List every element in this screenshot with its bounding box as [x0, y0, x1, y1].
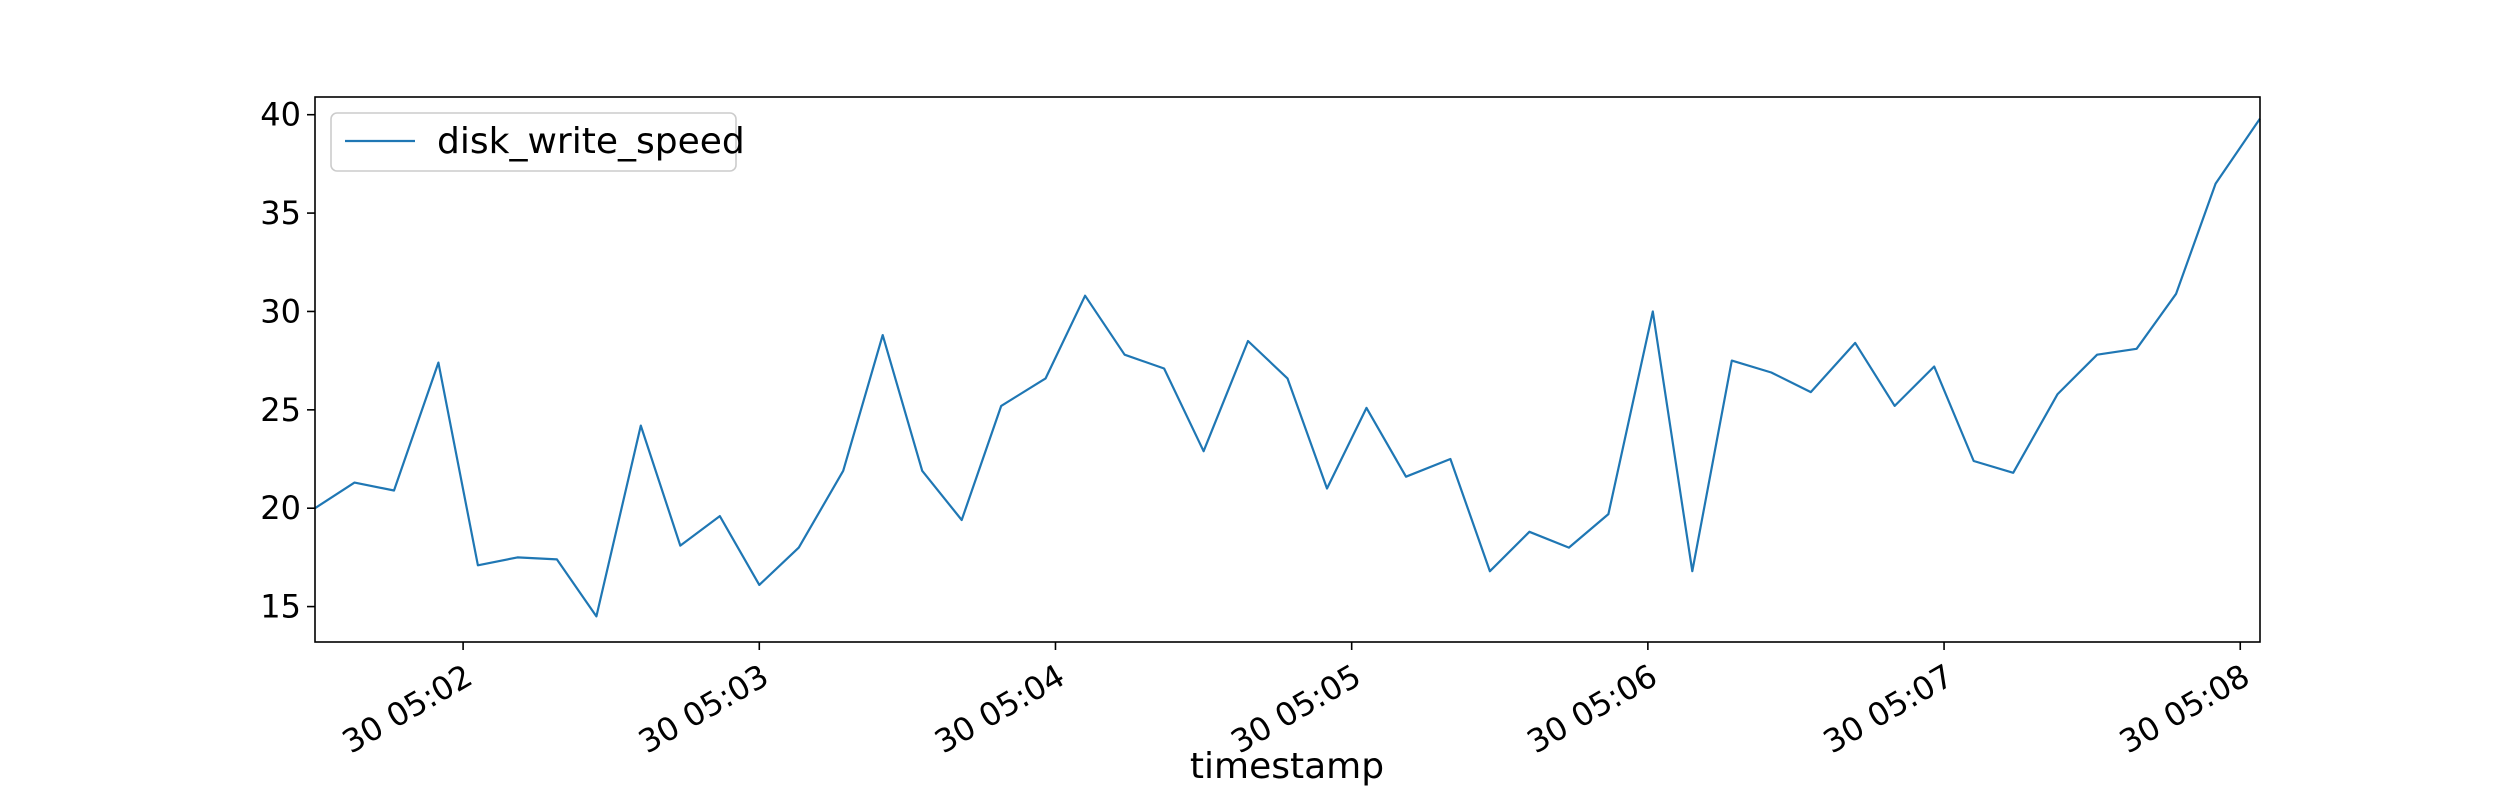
series-line-disk-write-speed [314, 117, 2261, 618]
y-tick-label: 25 [260, 391, 301, 429]
x-tick-label: 30 05:08 [2113, 657, 2256, 761]
legend: disk_write_speed [330, 112, 745, 172]
y-tick-label: 20 [260, 489, 301, 527]
x-axis-label: timestamp [1190, 746, 1384, 787]
x-tick-label: 30 05:03 [632, 657, 775, 761]
legend-label-disk-write-speed: disk_write_speed [437, 121, 745, 162]
x-axis: 30 05:02 30 05:03 30 05:04 30 05:05 30 05:06… [336, 642, 2256, 761]
x-tick-label: 30 05:02 [336, 657, 479, 761]
x-tick-label: 30 05:06 [1521, 657, 1664, 761]
plot-frame [314, 96, 2261, 643]
y-axis: 15 20 25 30 35 40 [260, 96, 315, 626]
x-tick-label: 30 05:07 [1817, 657, 1960, 761]
y-tick-label: 35 [260, 194, 301, 232]
legend-box [330, 112, 737, 172]
y-tick-label: 40 [260, 96, 301, 134]
y-tick-label: 15 [260, 588, 301, 626]
series-layer [314, 117, 2261, 618]
y-tick-label: 30 [260, 292, 301, 330]
x-tick-label: 30 05:04 [928, 657, 1071, 761]
